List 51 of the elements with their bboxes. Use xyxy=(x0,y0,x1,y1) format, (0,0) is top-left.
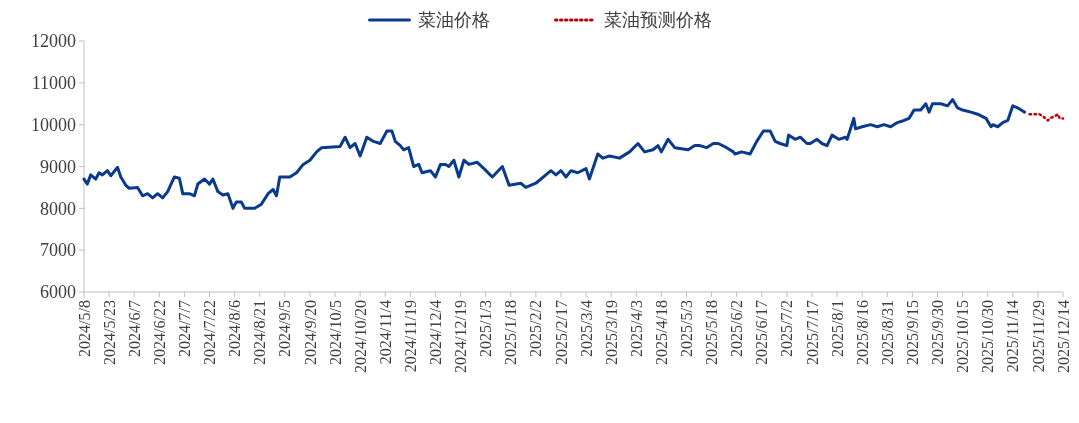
x-tick-label: 2025/1/18 xyxy=(502,300,520,365)
x-tick-label: 2024/8/6 xyxy=(226,300,244,357)
x-tick-label: 2025/5/18 xyxy=(703,300,721,365)
x-tick-label: 2025/10/30 xyxy=(979,300,997,373)
x-tick-label: 2025/2/2 xyxy=(527,300,545,357)
x-tick-label: 2025/11/14 xyxy=(1004,300,1022,373)
x-tick-label: 2025/4/18 xyxy=(652,300,670,365)
y-tick-label: 6000 xyxy=(40,282,76,303)
y-tick-label: 9000 xyxy=(40,156,76,177)
y-tick-label: 8000 xyxy=(40,198,76,219)
x-tick-label: 2024/12/19 xyxy=(452,300,470,373)
x-tick-label: 2024/5/23 xyxy=(100,300,118,365)
x-tick-label: 2024/10/5 xyxy=(326,300,344,365)
x-tick-label: 2025/10/15 xyxy=(954,300,972,373)
x-tick-label: 2024/5/8 xyxy=(75,300,93,357)
x-tick-label: 2025/4/3 xyxy=(627,300,645,357)
line-series xyxy=(82,98,1027,210)
x-tick-label: 2025/2/17 xyxy=(552,300,570,365)
x-tick-label: 2025/8/16 xyxy=(853,300,871,365)
x-tick-label: 2025/3/19 xyxy=(602,300,620,365)
line-series xyxy=(1028,112,1065,122)
y-tick-label: 11000 xyxy=(31,73,76,94)
x-tick-label: 2025/8/1 xyxy=(828,300,846,357)
x-tick-label: 2025/6/17 xyxy=(753,300,771,365)
y-tick-label: 10000 xyxy=(31,114,76,135)
x-tick-label: 2024/8/21 xyxy=(251,300,269,365)
x-tick-label: 2025/11/29 xyxy=(1029,300,1047,373)
x-tick-label: 2025/12/14 xyxy=(1054,300,1072,373)
x-tick-label: 2025/3/4 xyxy=(577,300,595,357)
x-tick-label: 2025/7/2 xyxy=(778,300,796,357)
x-tick-label: 2025/1/3 xyxy=(477,300,495,357)
x-tick-label: 2024/12/4 xyxy=(427,300,445,365)
x-tick-label: 2024/7/22 xyxy=(201,300,219,365)
x-tick-label: 2024/6/7 xyxy=(125,300,143,357)
x-tick-label: 2024/6/22 xyxy=(150,300,168,365)
x-tick-label: 2025/6/2 xyxy=(728,300,746,357)
x-tick-label: 2025/9/15 xyxy=(903,300,921,365)
x-tick-label: 2024/7/7 xyxy=(176,300,194,357)
x-tick-label: 2025/9/30 xyxy=(929,300,947,365)
legend-label: 菜油价格 xyxy=(417,10,490,31)
x-tick-label: 2025/8/31 xyxy=(878,300,896,365)
x-tick-label: 2024/9/5 xyxy=(276,300,294,357)
x-tick-label: 2024/10/20 xyxy=(351,300,369,373)
legend-label: 菜油预测价格 xyxy=(603,10,712,31)
x-tick-label: 2024/9/20 xyxy=(301,300,319,365)
x-tick-label: 2025/5/3 xyxy=(678,300,696,357)
x-tick-label: 2024/11/4 xyxy=(376,300,394,365)
y-tick-label: 12000 xyxy=(31,31,76,52)
y-tick-label: 7000 xyxy=(40,240,76,261)
x-tick-label: 2024/11/19 xyxy=(401,300,419,373)
x-tick-label: 2025/7/17 xyxy=(803,300,821,365)
